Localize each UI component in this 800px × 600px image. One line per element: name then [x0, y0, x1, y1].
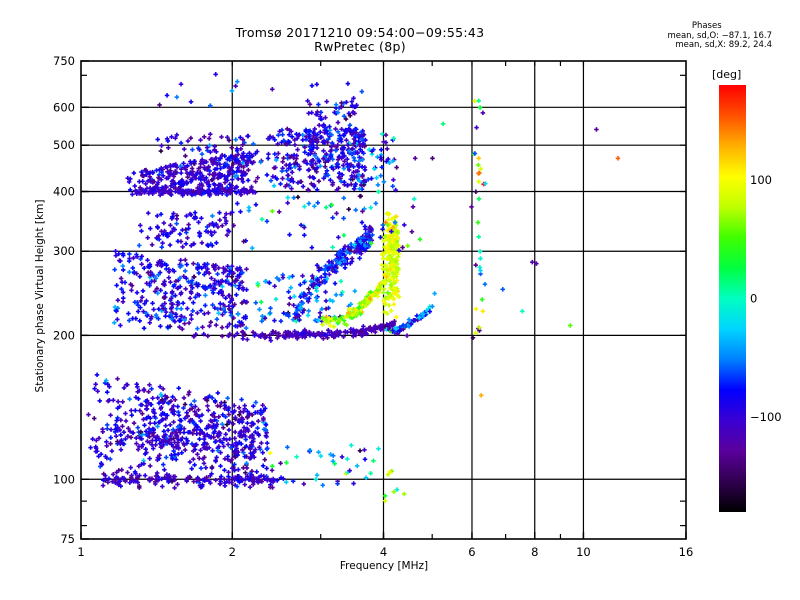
- y-axis-label: Stationary phase Virtual Height [km]: [34, 199, 46, 393]
- colorbar-unit-label: [deg]: [712, 68, 742, 81]
- title-secondary: RwPretec (8p): [314, 39, 406, 54]
- phase-stats-o: mean, sd,O: −87.1, 16.7: [667, 30, 772, 41]
- title-primary: Tromsø 20171210 09:54:00−09:55:43: [235, 25, 485, 40]
- data-points: [86, 72, 621, 503]
- x-axis-label: Frequency [MHz]: [339, 560, 429, 572]
- phase-stats-x: mean, sd,X: 89.2, 24.4: [675, 40, 772, 50]
- figure-title: Tromsø 20171210 09:54:00−09:55:43 RwPret…: [150, 26, 570, 54]
- phase-stats-header: Phases: [691, 21, 722, 31]
- phase-stats-annotation: Phases mean, sd,O: −87.1, 16.7 mean, sd,…: [667, 21, 772, 51]
